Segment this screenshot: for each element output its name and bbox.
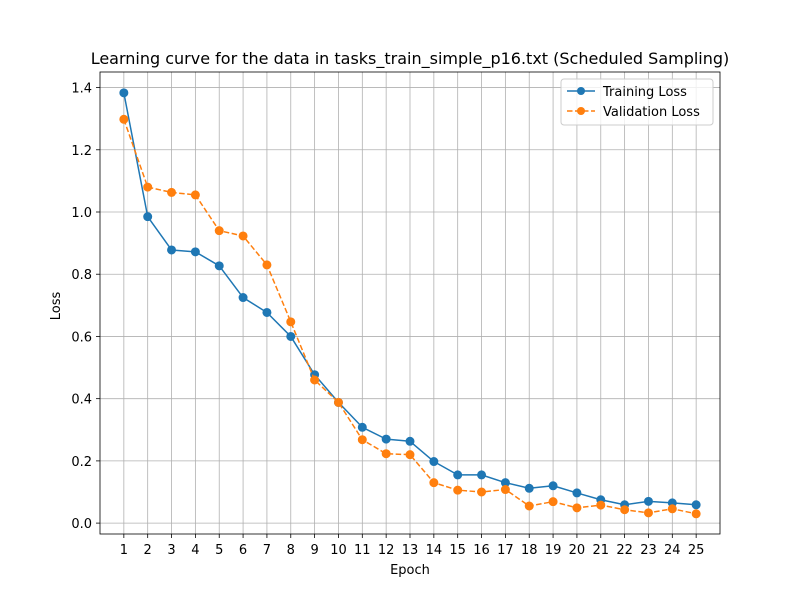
x-tick-label: 7 — [263, 543, 271, 558]
series-validation-loss — [119, 114, 701, 519]
y-tick-label: 0.4 — [71, 393, 92, 408]
x-tick-label: 5 — [215, 543, 223, 558]
data-point — [167, 245, 177, 255]
data-point — [620, 505, 630, 515]
data-point — [429, 478, 439, 488]
data-point — [262, 260, 272, 270]
x-tick-label: 20 — [569, 543, 586, 558]
data-point — [572, 488, 582, 498]
x-tick-label: 21 — [592, 543, 609, 558]
x-tick-label: 4 — [191, 543, 199, 558]
chart-title: Learning curve for the data in tasks_tra… — [91, 49, 730, 69]
data-point — [596, 500, 606, 510]
data-point — [310, 375, 320, 385]
x-tick-label: 13 — [402, 543, 419, 558]
data-point — [143, 182, 153, 192]
data-point — [286, 317, 296, 327]
grid-lines — [100, 72, 720, 534]
legend-label: Validation Loss — [603, 105, 700, 120]
data-point — [548, 497, 558, 507]
data-point — [667, 504, 677, 514]
data-point — [453, 485, 463, 495]
x-tick-label: 15 — [449, 543, 466, 558]
data-point — [167, 187, 177, 197]
data-point — [691, 500, 701, 510]
data-point — [405, 450, 415, 460]
data-point — [214, 261, 224, 271]
data-point — [357, 435, 367, 445]
data-point — [477, 470, 487, 480]
data-point — [477, 487, 487, 497]
data-point — [643, 508, 653, 518]
y-tick-label: 0.0 — [71, 517, 92, 532]
x-axis-label: Epoch — [390, 563, 430, 578]
x-tick-label: 8 — [287, 543, 295, 558]
legend-marker-swatch — [577, 107, 585, 115]
data-point — [405, 436, 415, 446]
x-tick-label: 16 — [473, 543, 490, 558]
data-point — [524, 501, 534, 511]
x-tick-label: 22 — [616, 543, 633, 558]
axes — [96, 71, 721, 538]
legend-label: Training Loss — [602, 85, 687, 100]
data-point — [214, 226, 224, 236]
y-axis-label: Loss — [49, 292, 64, 321]
tick-labels: 1 2 3 4 5 6 7 8 9 10 11 12 13 14 15 16 17 18 19 20 21 22 23 24 2… — [71, 82, 704, 558]
y-tick-label: 0.8 — [71, 268, 92, 283]
data-point — [119, 114, 129, 124]
x-tick-label: 10 — [330, 543, 347, 558]
legend: Training Loss Validation Loss — [560, 78, 714, 126]
legend-item: Validation Loss — [567, 105, 700, 120]
x-tick-label: 1 — [120, 543, 128, 558]
data-point — [453, 470, 463, 480]
data-point — [190, 247, 200, 257]
y-tick-label: 0.6 — [71, 330, 92, 345]
y-tick-label: 1.4 — [71, 82, 92, 97]
y-tick-label: 1.2 — [71, 144, 92, 159]
data-point — [572, 503, 582, 513]
x-tick-label: 24 — [664, 543, 681, 558]
data-point — [429, 457, 439, 467]
data-point — [119, 88, 129, 98]
y-tick-label: 0.2 — [71, 455, 92, 470]
legend-box — [560, 78, 714, 126]
data-point — [357, 422, 367, 432]
data-point — [524, 483, 534, 493]
data-point — [238, 293, 248, 303]
data-series — [119, 88, 701, 519]
x-tick-label: 17 — [497, 543, 514, 558]
y-tick-label: 1.0 — [71, 206, 92, 221]
data-point — [548, 481, 558, 491]
data-point — [238, 231, 248, 241]
data-point — [190, 190, 200, 200]
x-tick-label: 23 — [640, 543, 657, 558]
x-tick-label: 14 — [426, 543, 443, 558]
data-point — [143, 212, 153, 222]
x-tick-label: 19 — [545, 543, 562, 558]
x-tick-label: 6 — [239, 543, 247, 558]
x-tick-label: 9 — [310, 543, 318, 558]
x-tick-label: 2 — [144, 543, 152, 558]
legend-marker-swatch — [577, 87, 585, 95]
data-point — [286, 331, 296, 341]
x-tick-label: 11 — [354, 543, 371, 558]
data-point — [262, 307, 272, 317]
x-tick-label: 3 — [167, 543, 175, 558]
data-point — [381, 449, 391, 459]
data-point — [333, 397, 343, 407]
x-tick-label: 18 — [521, 543, 538, 558]
data-point — [643, 496, 653, 506]
plot-frame — [99, 71, 721, 535]
legend-item: Training Loss — [567, 85, 687, 100]
data-point — [500, 485, 510, 495]
data-point — [381, 434, 391, 444]
data-point — [691, 509, 701, 519]
x-tick-label: 25 — [688, 543, 705, 558]
x-tick-label: 12 — [378, 543, 395, 558]
